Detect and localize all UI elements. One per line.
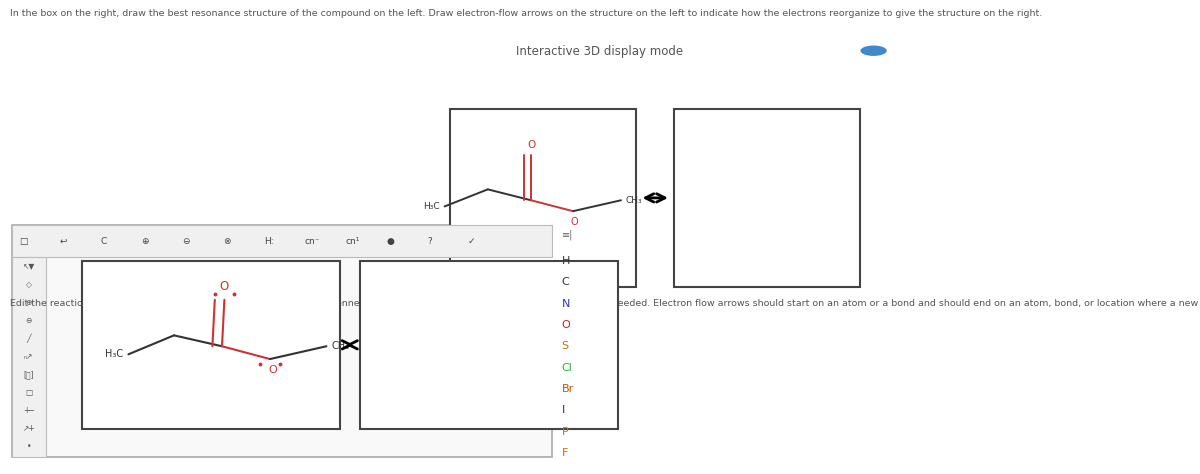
Bar: [82, 261, 340, 429]
Text: ●: ●: [386, 237, 395, 246]
Text: ↩: ↩: [60, 237, 67, 246]
Bar: [450, 109, 636, 287]
Text: +─: +─: [23, 406, 35, 415]
Text: O: O: [562, 320, 570, 330]
Text: CH₃: CH₃: [331, 341, 349, 351]
Text: ↖▼: ↖▼: [23, 262, 35, 271]
Text: ⊖: ⊖: [25, 316, 32, 325]
Text: □: □: [25, 388, 32, 397]
Text: Interactive 3D display mode: Interactive 3D display mode: [516, 45, 684, 58]
Text: ↗+: ↗+: [23, 424, 35, 433]
Text: ⊗: ⊗: [223, 237, 230, 246]
Text: P: P: [562, 427, 569, 437]
Text: cn¹: cn¹: [346, 237, 360, 246]
Text: O: O: [268, 365, 277, 375]
Text: Edit the reaction by drawing all steps in the appropriate boxes and connecting t: Edit the reaction by drawing all steps i…: [10, 299, 1200, 308]
Text: H₃C: H₃C: [424, 202, 440, 211]
Text: O: O: [527, 139, 535, 150]
Text: O: O: [220, 280, 229, 293]
Text: F: F: [562, 448, 568, 458]
Text: Cl: Cl: [562, 363, 572, 373]
Bar: [360, 261, 618, 429]
Bar: [674, 109, 860, 287]
Text: [⬛]: [⬛]: [24, 370, 34, 379]
Text: cn⁻: cn⁻: [305, 237, 320, 246]
Text: H: H: [562, 256, 570, 266]
Text: In the box on the right, draw the best resonance structure of the compound on th: In the box on the right, draw the best r…: [10, 9, 1042, 18]
Bar: [12, 225, 552, 257]
Text: C: C: [101, 237, 107, 246]
Text: I: I: [562, 405, 565, 415]
Text: ◇: ◇: [26, 280, 31, 289]
Text: i: i: [872, 46, 875, 56]
Text: ?: ?: [427, 237, 432, 246]
Text: CH₃: CH₃: [626, 196, 642, 205]
Text: H₃C: H₃C: [106, 349, 124, 359]
Text: •: •: [26, 442, 31, 451]
Text: H:: H:: [264, 237, 274, 246]
Text: ⊖: ⊖: [182, 237, 190, 246]
Text: Br: Br: [562, 384, 574, 394]
Text: ≡|: ≡|: [562, 230, 572, 240]
Text: S: S: [562, 341, 569, 351]
Text: N: N: [562, 299, 570, 309]
Text: ✓: ✓: [468, 237, 475, 246]
Bar: [12, 257, 46, 457]
Text: ╱: ╱: [26, 334, 31, 344]
Text: ⊕: ⊕: [25, 298, 32, 307]
Text: □: □: [19, 237, 28, 246]
Text: C: C: [562, 277, 569, 287]
Text: ⊕: ⊕: [142, 237, 149, 246]
Bar: [12, 225, 552, 457]
Circle shape: [860, 46, 887, 56]
Text: ₙ↗: ₙ↗: [24, 352, 34, 361]
Text: O: O: [570, 217, 578, 227]
